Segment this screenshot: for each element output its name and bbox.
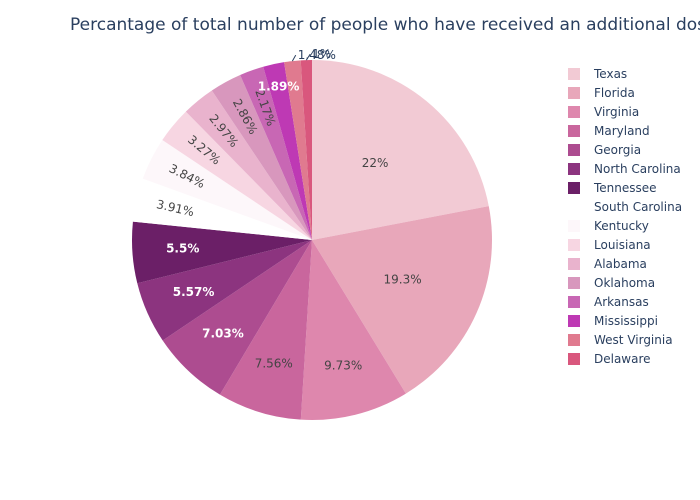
slice-label-texas: 22% — [362, 156, 389, 170]
legend-swatch-georgia[interactable] — [568, 144, 580, 156]
pie-slice-south-carolina[interactable] — [132, 178, 312, 240]
pie-slice-west-virginia[interactable] — [284, 60, 312, 241]
pie-slice-tennessee[interactable] — [132, 221, 312, 284]
legend-swatch-delaware[interactable] — [568, 353, 580, 365]
slice-leader-line-west-virginia — [291, 54, 297, 62]
pie-slice-louisiana[interactable] — [162, 111, 312, 241]
pie-slice-florida[interactable] — [312, 206, 492, 394]
legend-swatch-virginia[interactable] — [568, 106, 580, 118]
pie-slice-virginia[interactable] — [300, 240, 406, 420]
pie-slice-delaware[interactable] — [300, 60, 312, 240]
legend-swatch-west-virginia[interactable] — [568, 334, 580, 346]
legend-item-delaware[interactable]: Delaware — [594, 352, 651, 366]
pie-slice-arkansas[interactable] — [240, 66, 312, 240]
slice-label-georgia: 7.03% — [202, 327, 244, 341]
legend-item-mississippi[interactable]: Mississippi — [594, 314, 658, 328]
legend-swatch-north-carolina[interactable] — [568, 163, 580, 175]
legend-item-oklahoma[interactable]: Oklahoma — [594, 276, 655, 290]
pie-slices — [132, 60, 492, 420]
slice-label-maryland: 7.56% — [255, 356, 293, 370]
legend-item-west-virginia[interactable]: West Virginia — [594, 333, 673, 347]
legend-swatch-alabama[interactable] — [568, 258, 580, 270]
legend-swatch-tennessee[interactable] — [568, 182, 580, 194]
legend-swatch-texas[interactable] — [568, 68, 580, 80]
legend-swatch-oklahoma[interactable] — [568, 277, 580, 289]
legend-item-florida[interactable]: Florida — [594, 86, 635, 100]
pie-slice-oklahoma[interactable] — [211, 74, 312, 240]
pie-slice-north-carolina[interactable] — [137, 240, 312, 341]
legend-item-texas[interactable]: Texas — [593, 67, 627, 81]
slice-label-virginia: 9.73% — [324, 358, 362, 372]
legend-item-tennessee[interactable]: Tennessee — [593, 181, 657, 195]
slice-label-florida: 19.3% — [383, 273, 421, 287]
legend-swatch-mississippi[interactable] — [568, 315, 580, 327]
legend-swatch-south-carolina[interactable] — [568, 201, 580, 213]
legend-swatch-florida[interactable] — [568, 87, 580, 99]
legend-item-alabama[interactable]: Alabama — [594, 257, 647, 271]
legend-item-arkansas[interactable]: Arkansas — [594, 295, 649, 309]
slice-label-mississippi: 1.89% — [258, 80, 300, 94]
pie-slice-texas[interactable] — [312, 60, 489, 240]
slice-leader-line-delaware — [305, 53, 311, 61]
legend-swatch-arkansas[interactable] — [568, 296, 580, 308]
legend-item-kentucky[interactable]: Kentucky — [594, 219, 649, 233]
chart-title: Percantage of total number of people who… — [70, 15, 700, 35]
slice-label-north-carolina: 5.57% — [173, 285, 215, 299]
legend-swatch-kentucky[interactable] — [568, 220, 580, 232]
legend-item-north-carolina[interactable]: North Carolina — [594, 162, 681, 176]
legend-item-south-carolina[interactable]: South Carolina — [594, 200, 682, 214]
pie-slice-alabama[interactable] — [185, 90, 312, 240]
legend-item-maryland[interactable]: Maryland — [594, 124, 650, 138]
legend: Texas Florida Virginia Maryland Georgia North… — [568, 67, 682, 366]
pie-slice-georgia[interactable] — [162, 240, 312, 395]
slice-label-delaware: 1% — [312, 47, 331, 61]
pie-slice-mississippi[interactable] — [263, 62, 312, 241]
legend-swatch-louisiana[interactable] — [568, 239, 580, 251]
legend-item-louisiana[interactable]: Louisiana — [594, 238, 651, 252]
pie-slice-maryland[interactable] — [219, 240, 312, 420]
slice-label-tennessee: 5.5% — [166, 242, 199, 256]
legend-item-georgia[interactable]: Georgia — [594, 143, 641, 157]
legend-swatch-maryland[interactable] — [568, 125, 580, 137]
pie-slice-kentucky[interactable] — [142, 140, 312, 240]
legend-item-virginia[interactable]: Virginia — [594, 105, 639, 119]
